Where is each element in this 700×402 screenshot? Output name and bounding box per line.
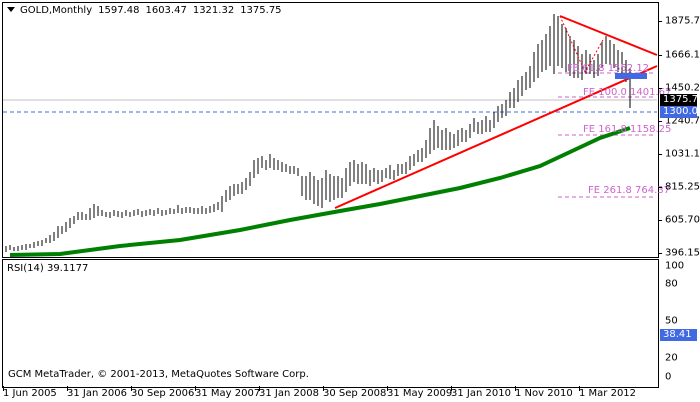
collapse-triangle-icon[interactable] [7, 7, 15, 12]
moving-average-line [9, 126, 631, 257]
fibo-label-61: FE 61.8 1552.12 [567, 63, 650, 74]
fibo-label-261: FE 261.8 764.37 [588, 185, 671, 196]
fibo-label-100: FE 100.0 1401.67 [583, 87, 672, 98]
ohlc-close: 1375.75 [240, 5, 282, 16]
axis-tick [658, 88, 662, 89]
rsi-tick-label: 0 [665, 371, 672, 383]
time-tick-label: 31 May 2007 [195, 388, 261, 399]
rsi-tick-label: 20 [665, 352, 678, 364]
price-tick-label: 1666.15 [665, 49, 700, 61]
level-price-tag: 1300.00 [660, 106, 700, 118]
ohlc-low: 1321.32 [192, 5, 235, 16]
axis-tick [387, 386, 388, 391]
price-tick-label: 1240.70 [665, 115, 700, 127]
time-tick-label: 31 Jan 2008 [259, 388, 319, 399]
axis-tick [658, 154, 662, 155]
rsi-tick-label: 80 [665, 278, 678, 290]
candlesticks [5, 14, 631, 252]
descending-trendline [559, 15, 658, 56]
rsi-title: RSI(14) 39.1177 [7, 263, 89, 274]
axis-tick [658, 220, 662, 221]
rsi-value-tag: 38.41 [660, 329, 697, 341]
price-tick-label: 1031.15 [665, 148, 700, 160]
axis-tick [3, 386, 4, 391]
axis-tick [259, 386, 260, 391]
chart-title: GOLD,Monthly 1597.48 1603.47 1321.32 1375.75 [7, 5, 288, 16]
axis-tick [579, 386, 580, 391]
time-tick-label: 30 Sep 2008 [323, 388, 387, 399]
time-tick-label: 31 May 2009 [387, 388, 453, 399]
price-tick-label: 1450.25 [665, 82, 700, 94]
time-tick-label: 1 Jun 2005 [3, 388, 57, 399]
axis-tick [131, 386, 132, 391]
ohlc-high: 1603.47 [145, 5, 187, 16]
ascending-trendline [334, 65, 658, 209]
time-tick-label: 31 Jan 2006 [67, 388, 127, 399]
symbol-label: GOLD,Monthly [20, 5, 93, 16]
time-tick-label: 30 Sep 2006 [131, 388, 195, 399]
fibo-label-161: FE 161.8 1158.25 [583, 124, 672, 135]
current-price-tag: 1375.75 [660, 94, 700, 106]
rsi-tick-label: 100 [665, 260, 685, 272]
axis-tick [451, 386, 452, 391]
price-tick-label: 1875.70 [665, 15, 700, 27]
time-tick-label: 31 Jan 2010 [451, 388, 511, 399]
axis-tick [67, 386, 68, 391]
copyright-text: GCM MetaTrader, © 2001-2013, MetaQuotes … [8, 369, 309, 380]
axis-tick [658, 121, 662, 122]
time-tick-label: 1 Mar 2012 [579, 388, 637, 399]
ohlc-open: 1597.48 [98, 5, 140, 16]
axis-tick [658, 253, 662, 254]
axis-tick [195, 386, 196, 391]
price-tick-label: 396.15 [665, 247, 700, 259]
support-zone-marker [615, 73, 647, 79]
rsi-panel[interactable] [2, 259, 659, 388]
price-tick-label: 815.25 [665, 181, 700, 193]
price-tick-label: 605.70 [665, 214, 700, 226]
axis-tick [658, 187, 662, 188]
axis-tick [658, 55, 662, 56]
axis-tick [515, 386, 516, 391]
axis-tick [658, 21, 662, 22]
rsi-tick-label: 50 [665, 315, 678, 327]
axis-tick [323, 386, 324, 391]
time-tick-label: 1 Nov 2010 [515, 388, 573, 399]
